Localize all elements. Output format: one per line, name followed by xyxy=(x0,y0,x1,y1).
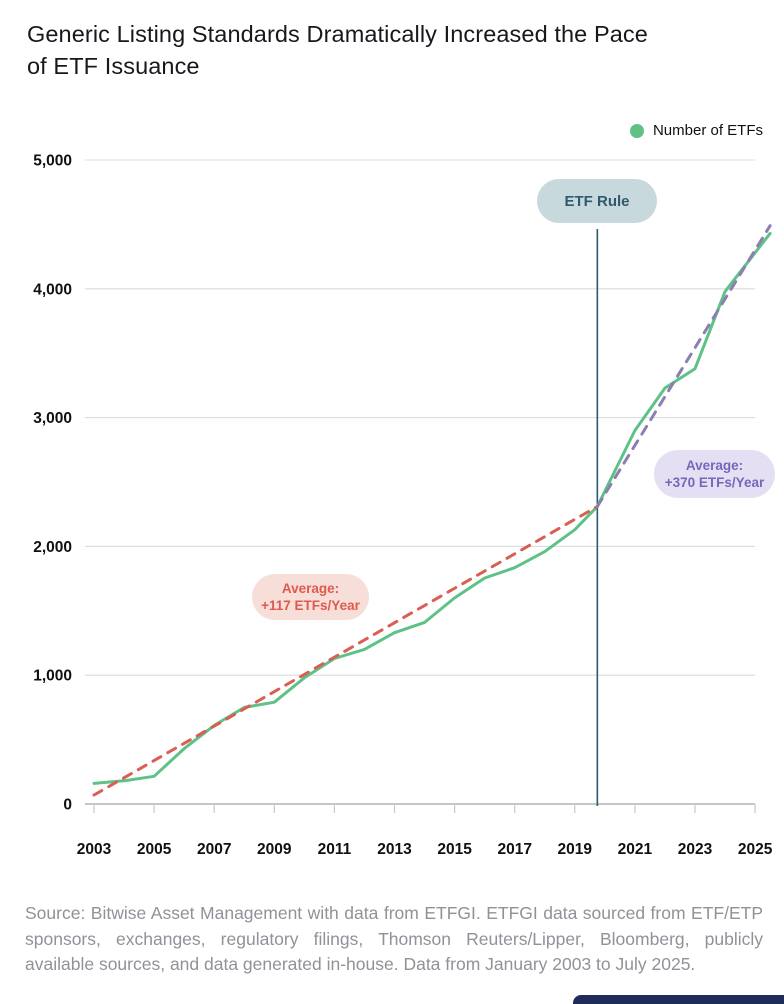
source-attribution: Source: Bitwise Asset Management with da… xyxy=(25,903,763,974)
bottom-cutoff-element xyxy=(573,995,784,1004)
page-title: Generic Listing Standards Dramatically I… xyxy=(27,21,648,79)
average-after-line2: +370 ETFs/Year xyxy=(664,475,765,490)
chart-legend: Number of ETFs xyxy=(629,122,763,139)
y-axis-label-5000: 5,000 xyxy=(33,153,72,170)
x-axis-label-2011: 2011 xyxy=(318,841,352,858)
average-after-line1: Average: xyxy=(685,458,744,473)
etf-line-chart-canvas: 0 1,000 2,000 3,000 4,000 5,000 2003 2005 2007 20… xyxy=(33,153,773,859)
x-axis-label-2009: 2009 xyxy=(257,841,292,858)
series-number-of-etfs xyxy=(92,231,772,785)
x-axis-label-2015: 2015 xyxy=(437,841,472,858)
etf-rule-badge-label: ETF Rule xyxy=(564,192,630,210)
average-after-badge: Average: +370 ETFs/Year xyxy=(654,450,775,498)
x-axis-label-2021: 2021 xyxy=(618,841,653,858)
x-axis-label-2007: 2007 xyxy=(197,841,231,858)
x-axis-label-2025: 2025 xyxy=(738,841,773,858)
y-axis-label-0: 0 xyxy=(63,797,72,814)
x-axis-label-2005: 2005 xyxy=(137,841,172,858)
y-axis-label-3000: 3,000 xyxy=(33,410,72,427)
series-trend-before-rule xyxy=(92,505,599,797)
y-axis-label-1000: 1,000 xyxy=(33,668,72,685)
x-axis-label-2019: 2019 xyxy=(558,841,593,858)
x-axis-label-2003: 2003 xyxy=(77,841,112,858)
series-trend-after-rule xyxy=(595,224,772,508)
x-axis-label-2017: 2017 xyxy=(497,841,531,858)
x-axis-label-2023: 2023 xyxy=(678,841,713,858)
x-axis-label-2013: 2013 xyxy=(377,841,412,858)
average-before-line2: +117 ETFs/Year xyxy=(261,598,360,613)
y-axis-label-2000: 2,000 xyxy=(33,539,72,556)
y-axis-label-4000: 4,000 xyxy=(33,281,72,298)
average-before-line1: Average: xyxy=(281,581,340,596)
line-chart: 0 1,000 2,000 3,000 4,000 5,000 2003 2005 2007 20… xyxy=(33,153,775,859)
average-before-badge: Average: +117 ETFs/Year xyxy=(252,574,369,620)
etf-rule-badge: ETF Rule xyxy=(537,179,657,223)
legend-label: Number of ETFs xyxy=(652,122,763,139)
legend-dot-icon xyxy=(629,123,644,138)
